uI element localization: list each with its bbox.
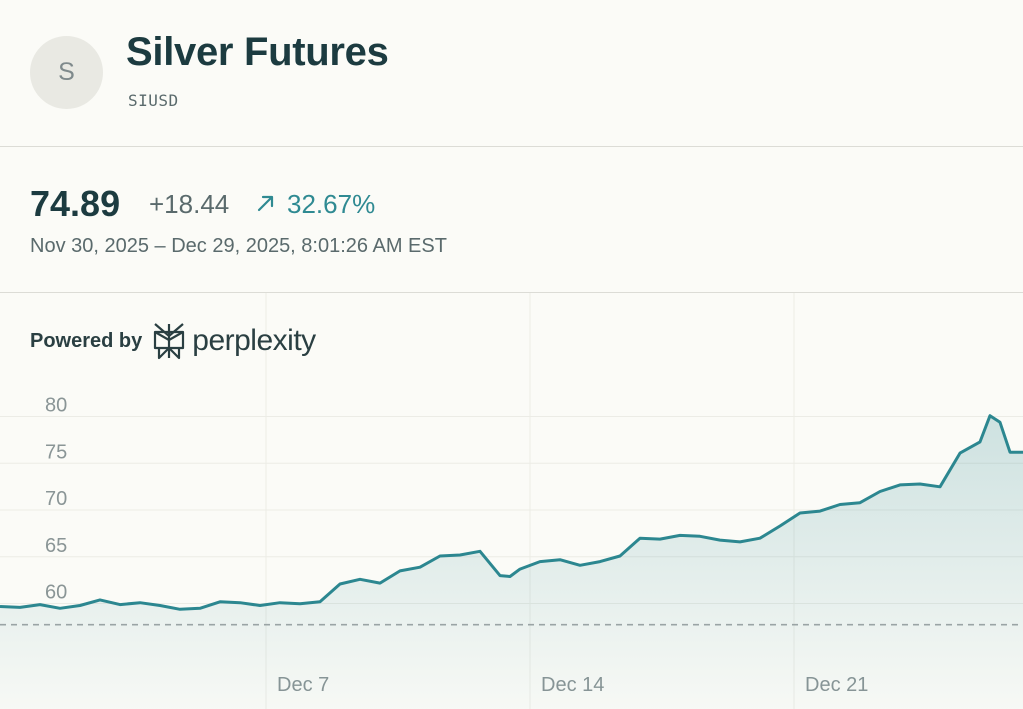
y-tick-label: 80 [45,395,67,417]
date-range: Nov 30, 2025 – Dec 29, 2025, 8:01:26 AM … [30,235,447,257]
price-change: +18.44 [149,189,230,219]
avatar: S [30,36,103,109]
perplexity-logo-icon [154,323,185,360]
perplexity-wordmark: perplexity [192,324,316,357]
y-tick-label: 65 [45,535,67,557]
ticker-symbol: SIUSD [128,91,179,110]
page-title: Silver Futures [126,30,389,74]
price-line [0,414,1023,611]
arrow-up-right-icon [257,195,274,212]
powered-by-label: Powered by [30,329,143,352]
price-area-fill [0,415,1023,709]
current-price: 74.89 [30,183,121,224]
price-change-percent: 32.67% [287,189,376,219]
quote-panel: 74.89 +18.44 32.67% Nov 30, 2025 – Dec 2… [0,147,1023,293]
y-tick-label: 60 [45,582,67,604]
y-tick-label: 70 [45,488,67,510]
price-chart: 6065707580Dec 7Dec 14Dec 21 [0,293,1023,709]
header: S Silver Futures SIUSD [0,0,1023,147]
y-tick-label: 75 [45,441,67,463]
powered-by: Powered by perplexity [30,322,316,360]
